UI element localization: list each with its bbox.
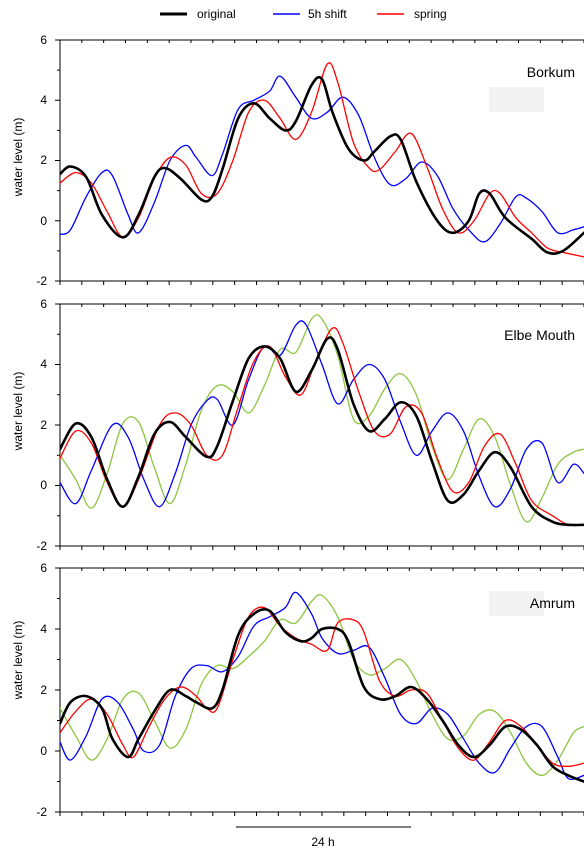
station-label-bg: [489, 591, 544, 616]
series-group: [60, 314, 584, 527]
y-axis-title-elbe-mouth: water level (m): [11, 372, 25, 452]
series-line-green: [60, 314, 584, 523]
scale-bar-label: 24 h: [311, 835, 334, 849]
legend-label-5h-shift: 5h shift: [308, 7, 347, 21]
station-label-borkum: Borkum: [527, 64, 575, 80]
panel-elbe-mouth: Elbe Mouth water level (m) 6 4 2 0 -2: [11, 297, 584, 553]
legend: original 5h shift spring: [160, 7, 447, 21]
y-tick-label: 6: [40, 33, 47, 47]
series-line-original: [60, 607, 584, 783]
series-line-green: [60, 594, 584, 777]
series-line-5h-shift: [60, 75, 584, 243]
y-ticks-borkum: 6 4 2 0 -2: [36, 33, 47, 288]
y-ticks-elbe-mouth: 6 4 2 0 -2: [36, 297, 47, 553]
station-label-elbe-mouth: Elbe Mouth: [504, 327, 575, 343]
series-line-original: [60, 75, 584, 255]
y-tick-label: -2: [36, 539, 47, 553]
y-tick-label: 2: [40, 153, 47, 167]
y-tick-label: 4: [40, 357, 47, 371]
y-tick-label: -2: [36, 805, 47, 819]
y-tick-label: 4: [40, 93, 47, 107]
series-line-spring: [60, 327, 584, 527]
y-tick-label: 6: [40, 297, 47, 311]
station-label-bg: [489, 87, 544, 112]
y-tick-label: -2: [36, 274, 47, 288]
y-tick-label: 2: [40, 683, 47, 697]
y-axis-title-amrum: water level (m): [11, 621, 25, 701]
time-scale-bar: 24 h: [236, 826, 411, 849]
y-tick-label: 0: [40, 744, 47, 758]
y-tick-label: 4: [40, 622, 47, 636]
y-tick-label: 2: [40, 418, 47, 432]
panel-borkum: Borkum water level (m) 6 4 2 0 -2: [11, 33, 584, 288]
series-line-5h-shift: [60, 320, 584, 508]
station-label-amrum: Amrum: [530, 595, 575, 611]
legend-label-spring: spring: [414, 7, 447, 21]
legend-label-original: original: [197, 7, 236, 21]
plot-elbe-mouth: [55, 303, 584, 550]
y-ticks-amrum: 6 4 2 0 -2: [36, 561, 47, 819]
series-line-spring: [60, 606, 584, 767]
panel-amrum: Amrum water level (m) 6 4 2 0 -2: [11, 561, 584, 819]
series-line-5h-shift: [60, 591, 584, 781]
y-tick-label: 0: [40, 478, 47, 492]
plot-borkum: [55, 39, 584, 285]
y-tick-label: 0: [40, 214, 47, 228]
series-group: [60, 62, 584, 258]
plot-amrum: [55, 567, 584, 816]
y-tick-label: 6: [40, 561, 47, 575]
y-axis-title-borkum: water level (m): [11, 118, 25, 198]
series-group: [60, 591, 584, 783]
series-line-original: [60, 336, 584, 527]
